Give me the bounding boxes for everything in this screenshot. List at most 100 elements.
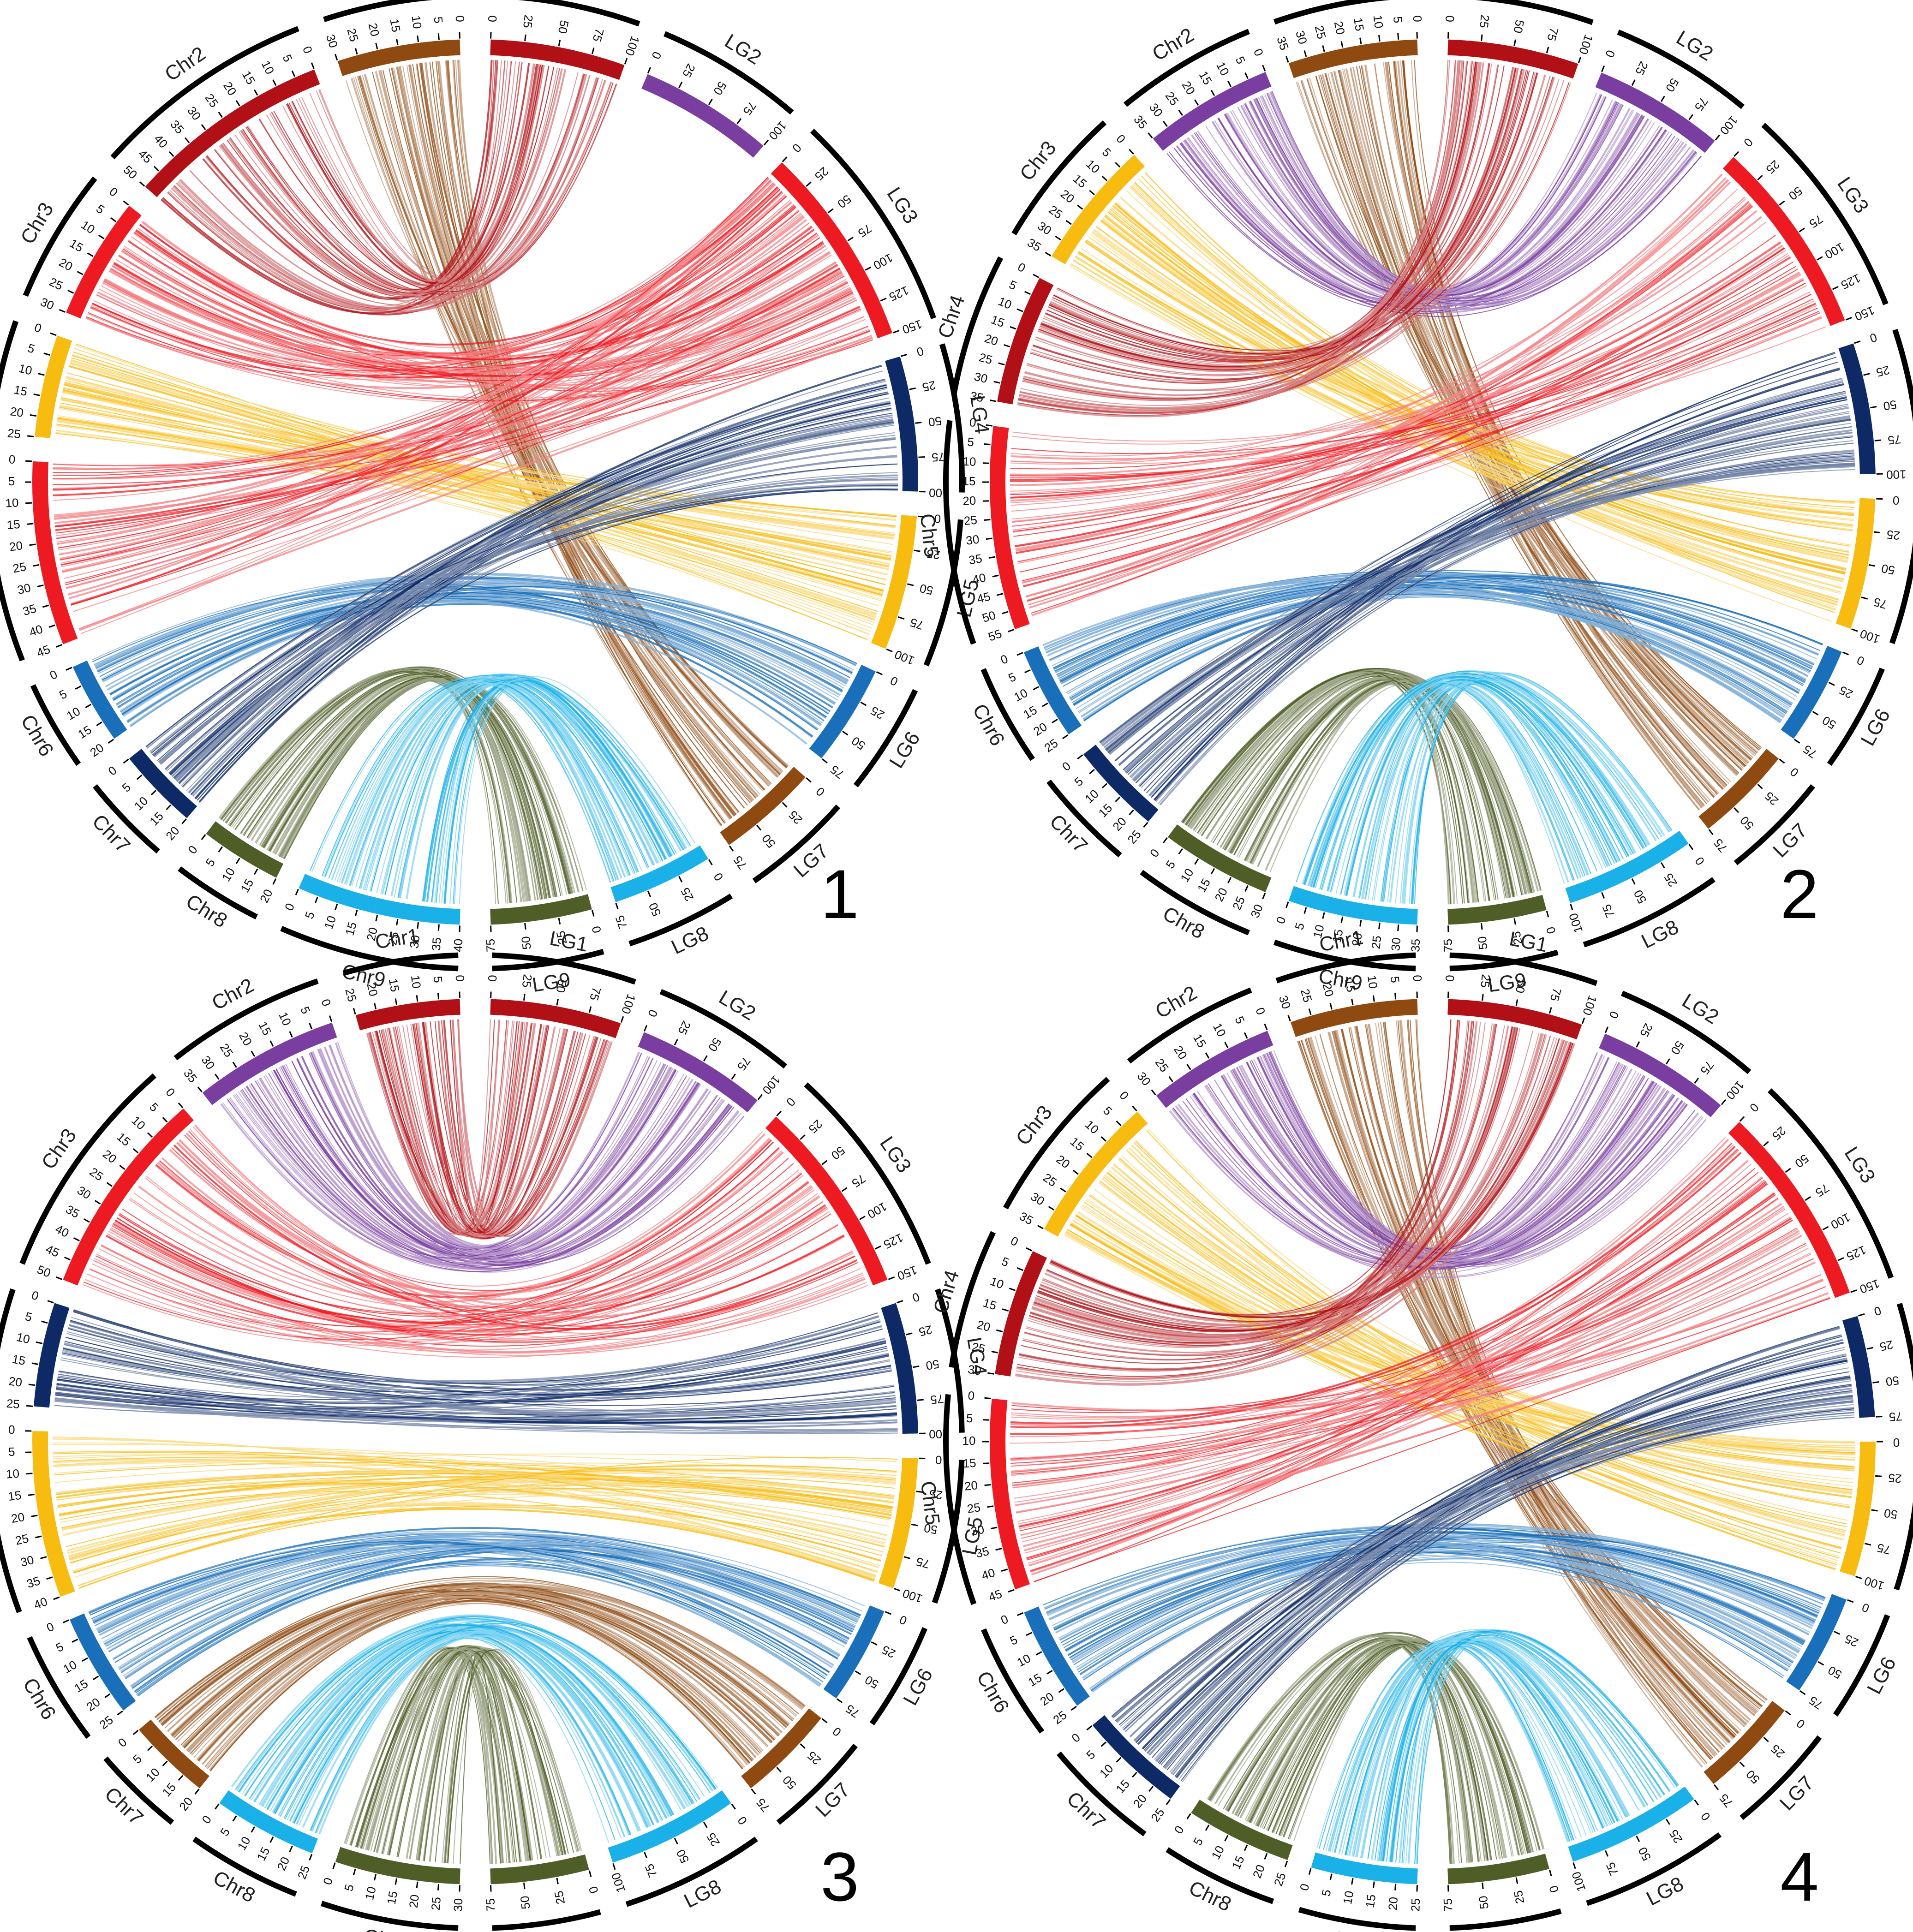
tick-label: 50 bbox=[1885, 1373, 1900, 1389]
tick-label: 20 bbox=[1171, 1043, 1190, 1062]
lg-label: LG1 bbox=[548, 927, 590, 956]
tick-label: 0 bbox=[185, 843, 200, 857]
tick-label: 0 bbox=[1692, 854, 1707, 868]
synteny-link bbox=[1010, 1220, 1793, 1464]
tick-label: 20 bbox=[1386, 1896, 1400, 1911]
synteny-link bbox=[161, 1582, 789, 1727]
tick-mark bbox=[197, 1086, 203, 1093]
outer-arc bbox=[1011, 120, 1107, 236]
lg-bar bbox=[638, 1032, 758, 1113]
tick-label: 30 bbox=[199, 1053, 218, 1072]
tick-mark bbox=[647, 67, 652, 74]
synteny-link bbox=[382, 1029, 584, 1237]
synteny-link bbox=[1056, 61, 1475, 351]
tick-label: 35 bbox=[968, 551, 983, 567]
outer-arc bbox=[1127, 987, 1252, 1064]
lg-bar bbox=[490, 894, 592, 925]
lg-bar bbox=[871, 515, 917, 649]
lg-bar bbox=[823, 1605, 885, 1699]
synteny-link bbox=[1327, 1639, 1610, 1851]
tick-label: 15 bbox=[1196, 69, 1214, 87]
tick-label: 50 bbox=[1631, 888, 1650, 906]
tick-mark bbox=[1037, 1225, 1044, 1229]
tick-mark bbox=[1763, 1736, 1769, 1742]
synteny-link bbox=[1022, 305, 1817, 583]
tick-label: 100 bbox=[865, 1199, 890, 1222]
tick-mark bbox=[763, 139, 769, 146]
tick-label: 25 bbox=[47, 274, 65, 292]
tick-mark bbox=[1870, 405, 1877, 409]
synteny-link bbox=[270, 61, 520, 286]
tick-mark bbox=[309, 1854, 313, 1860]
synteny-link bbox=[1010, 282, 1806, 495]
synteny-link bbox=[62, 1348, 897, 1415]
synteny-link bbox=[1134, 182, 1853, 531]
tick-label: 15 bbox=[239, 68, 258, 87]
synteny-link bbox=[1010, 261, 1794, 482]
tick-mark bbox=[996, 593, 1004, 596]
chr-segment-chr1: 05101520253035Chr1 bbox=[1273, 0, 1424, 78]
synteny-link bbox=[292, 79, 604, 287]
tick-label: 75 bbox=[613, 913, 630, 930]
synteny-link bbox=[281, 677, 584, 891]
synteny-link bbox=[1349, 67, 1700, 811]
synteny-link bbox=[311, 1629, 688, 1832]
tick-mark bbox=[1739, 1761, 1745, 1767]
synteny-link bbox=[224, 670, 508, 904]
synteny-link bbox=[241, 1619, 699, 1801]
synteny-link bbox=[1027, 82, 1571, 391]
synteny-link bbox=[67, 1316, 879, 1384]
synteny-link bbox=[1028, 294, 1812, 605]
synteny-link bbox=[258, 82, 614, 292]
tick-label: 5 bbox=[431, 976, 445, 984]
synteny-link bbox=[246, 674, 542, 900]
tick-mark bbox=[1694, 1799, 1699, 1806]
outer-arc bbox=[1057, 1751, 1147, 1837]
synteny-link bbox=[56, 1462, 897, 1501]
tick-mark bbox=[104, 1693, 111, 1699]
synteny-link bbox=[1062, 583, 1804, 687]
tick-label: 0 bbox=[1069, 1730, 1083, 1745]
synteny-link bbox=[1022, 256, 1791, 588]
tick-mark bbox=[703, 1821, 708, 1828]
tick-mark bbox=[1874, 439, 1881, 441]
tick-label: 15 bbox=[1113, 1777, 1132, 1796]
tick-label: 5 bbox=[1391, 16, 1405, 24]
tick-mark bbox=[1828, 681, 1835, 686]
outer-arc bbox=[981, 1628, 1045, 1734]
tick-label: 125 bbox=[1839, 271, 1863, 292]
tick-mark bbox=[1688, 844, 1693, 850]
tick-label: 10 bbox=[988, 1274, 1005, 1292]
tick-label: 0 bbox=[649, 50, 664, 61]
outer-arc bbox=[1124, 29, 1250, 107]
tick-mark bbox=[272, 878, 277, 885]
tick-mark bbox=[232, 1061, 237, 1068]
synteny-link bbox=[1021, 1180, 1765, 1539]
tick-label: 0 bbox=[320, 1876, 335, 1886]
synteny-link bbox=[1011, 273, 1801, 523]
tick-mark bbox=[437, 924, 440, 931]
tick-mark bbox=[906, 1332, 913, 1336]
tick-label: 0 bbox=[1273, 915, 1289, 925]
tick-mark bbox=[329, 1015, 333, 1022]
tick-label: 75 bbox=[828, 763, 847, 781]
tick-mark bbox=[1329, 1003, 1333, 1010]
synteny-link bbox=[52, 1438, 884, 1552]
lg-bar bbox=[1447, 894, 1547, 925]
tick-label: 50 bbox=[925, 1357, 940, 1372]
tick-label: 35 bbox=[1025, 235, 1043, 254]
chr-bar bbox=[1191, 1800, 1293, 1860]
synteny-link bbox=[104, 1545, 840, 1656]
synteny-link bbox=[84, 1157, 789, 1340]
tick-mark bbox=[986, 424, 992, 427]
synteny-link bbox=[158, 484, 898, 762]
synteny-link bbox=[68, 1321, 881, 1384]
tick-mark bbox=[1262, 893, 1266, 900]
tick-label: 50 bbox=[923, 1521, 939, 1537]
tick-label: 0 bbox=[1855, 653, 1866, 668]
tick-mark bbox=[821, 1160, 828, 1165]
synteny-link bbox=[136, 1565, 821, 1695]
